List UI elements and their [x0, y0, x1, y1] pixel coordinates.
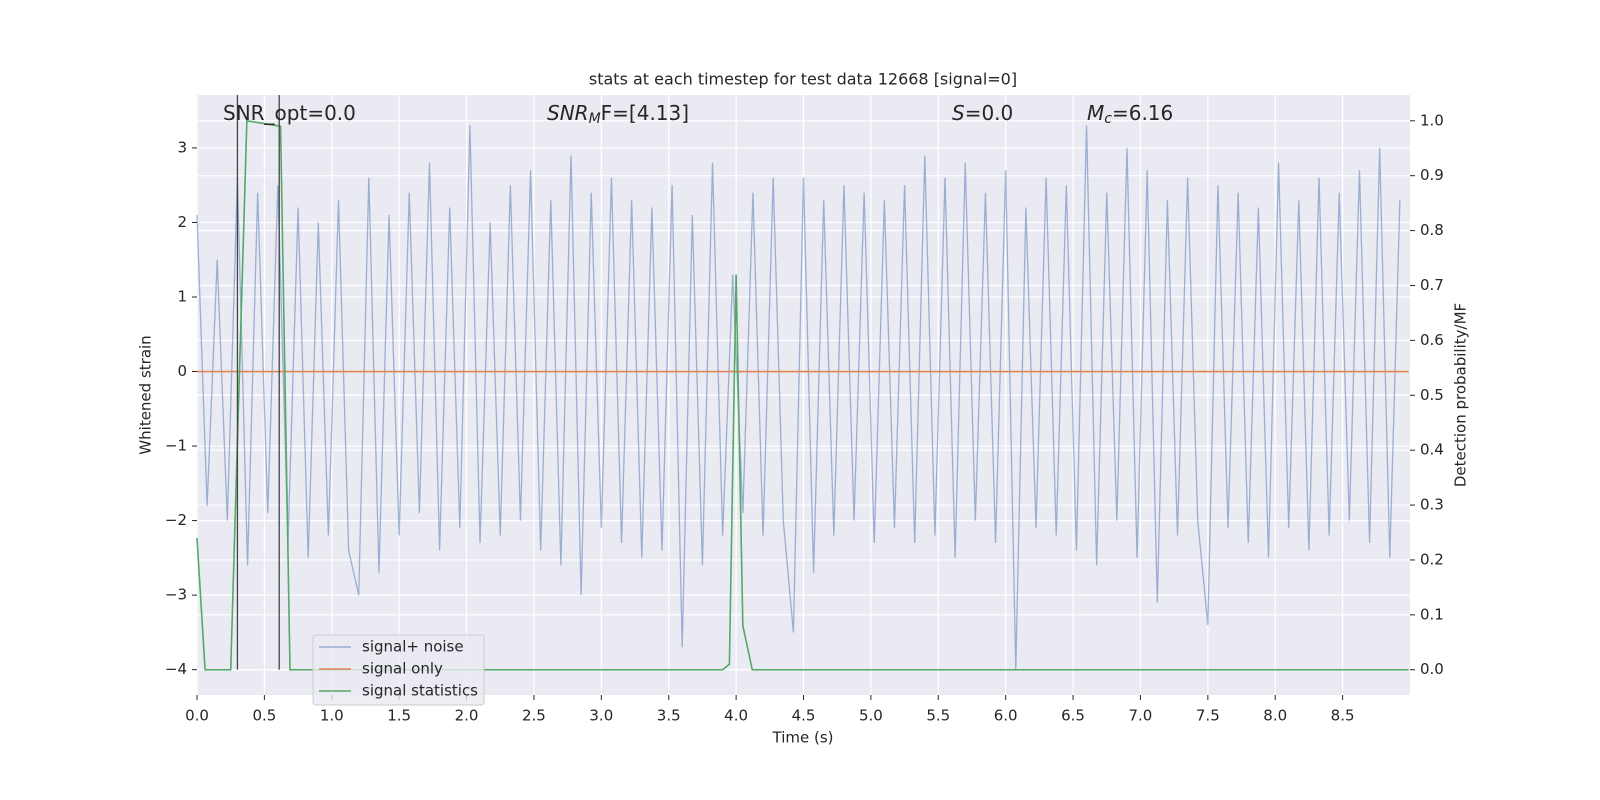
y2-tick-label: 0.3 [1420, 496, 1444, 514]
legend-label: signal statistics [362, 682, 478, 700]
annotation-text: SNR_opt=0.0 [223, 101, 356, 125]
y2-tick-label: 0.5 [1420, 386, 1444, 404]
y2-tick-label: 0.7 [1420, 276, 1444, 294]
y-tick-label: 0 [177, 362, 187, 380]
y-axis-label: Whitened strain [137, 335, 155, 454]
y-tick-label: 2 [177, 213, 187, 231]
y-tick-label: 3 [177, 138, 187, 156]
y-tick-label: −4 [165, 660, 187, 678]
annotation: Mc=6.16 [1087, 101, 1173, 128]
x-axis-label: Time (s) [772, 729, 834, 747]
y2-tick-label: 0.2 [1420, 550, 1444, 568]
annotation-symbol: S [952, 101, 965, 125]
x-tick-label: 6.0 [994, 707, 1018, 725]
x-tick-label: 4.5 [792, 707, 816, 725]
x-tick-label: 1.5 [387, 707, 411, 725]
legend-label: signal only [362, 660, 443, 678]
x-tick-label: 3.5 [657, 707, 681, 725]
legend-label: signal+ noise [362, 638, 464, 656]
y2-axis-label: Detection probability/MF [1452, 303, 1470, 487]
x-tick-label: 0.0 [185, 707, 209, 725]
x-tick-label: 6.5 [1061, 707, 1085, 725]
y-tick-label: −1 [165, 437, 187, 455]
annotation-text: =6.16 [1112, 101, 1173, 125]
chart-title: stats at each timestep for test data 126… [589, 70, 1017, 89]
x-tick-label: 8.5 [1331, 707, 1355, 725]
legend: signal+ noise signal only signal statistic… [312, 634, 485, 706]
y2-tick-label: 0.6 [1420, 331, 1444, 349]
annotation: SNR_opt=0.0 [223, 101, 356, 125]
series-line [196, 125, 1401, 670]
annotation-symbol: SNR [547, 101, 589, 125]
x-tick-label: 4.0 [724, 707, 748, 725]
annotation-subscript: c [1104, 111, 1112, 127]
y2-tick-label: 0.0 [1420, 660, 1444, 678]
series-line [196, 119, 1409, 671]
y2-tick-label: 0.4 [1420, 441, 1444, 459]
x-tick-label: 8.0 [1263, 707, 1287, 725]
y-tick-label: −2 [165, 511, 187, 529]
annotation-text: =0.0 [965, 101, 1014, 125]
x-tick-label: 2.5 [522, 707, 546, 725]
x-tick-label: 2.0 [455, 707, 479, 725]
x-tick-label: 3.0 [589, 707, 613, 725]
legend-box [312, 634, 485, 706]
x-tick-label: 0.5 [252, 707, 276, 725]
x-tick-label: 7.5 [1196, 707, 1220, 725]
annotation: SNRMF=[4.13] [547, 101, 689, 128]
annotation-subscript: M [589, 111, 601, 127]
y2-tick-label: 0.8 [1420, 221, 1444, 239]
y2-tick-label: 1.0 [1420, 111, 1444, 129]
annotation-symbol: M [1087, 101, 1104, 125]
annotation-text: F=[4.13] [601, 101, 689, 125]
x-tick-label: 5.0 [859, 707, 883, 725]
y-tick-label: −3 [165, 586, 187, 604]
x-tick-label: 5.5 [926, 707, 950, 725]
annotation: S=0.0 [952, 101, 1013, 125]
x-tick-label: 7.0 [1129, 707, 1153, 725]
x-tick-label: 1.0 [320, 707, 344, 725]
y2-tick-label: 0.9 [1420, 166, 1444, 184]
y2-tick-label: 0.1 [1420, 605, 1444, 623]
y-tick-label: 1 [177, 287, 187, 305]
